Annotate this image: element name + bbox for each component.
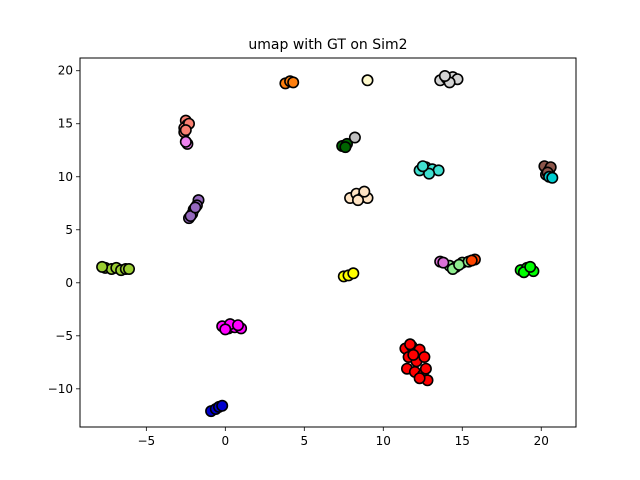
x-tick-label: 0	[222, 434, 230, 448]
cluster-0	[96, 260, 136, 277]
data-point	[413, 372, 426, 385]
data-point	[347, 267, 360, 280]
cluster-12	[399, 338, 434, 387]
data-point	[219, 323, 232, 336]
data-point	[232, 319, 245, 332]
data-point	[416, 160, 429, 173]
y-tick-label: 15	[58, 117, 73, 131]
data-point	[546, 171, 559, 184]
cluster-20	[543, 170, 559, 184]
data-point	[361, 74, 374, 87]
data-point	[419, 362, 432, 375]
data-point	[404, 338, 417, 351]
cluster-18	[514, 260, 540, 279]
cluster-2	[179, 135, 194, 150]
data-point	[407, 348, 420, 361]
data-point	[465, 254, 478, 267]
x-tick-label: 10	[376, 434, 391, 448]
data-point	[358, 185, 371, 198]
data-point	[287, 76, 300, 89]
data-point	[438, 70, 451, 83]
data-point	[216, 399, 229, 412]
cluster-11	[337, 267, 360, 283]
data-point	[189, 201, 202, 214]
x-tick-label: 20	[534, 434, 549, 448]
cluster-7	[361, 74, 374, 87]
data-point	[339, 141, 352, 154]
data-point	[437, 256, 450, 269]
data-point	[348, 131, 361, 144]
data-point	[418, 350, 431, 363]
data-point	[524, 260, 537, 273]
chart-title: umap with GT on Sim2	[248, 37, 407, 53]
cluster-1	[178, 114, 196, 139]
y-tick-label: −5	[55, 329, 73, 343]
y-tick-label: 20	[58, 64, 73, 78]
data-point	[351, 194, 364, 207]
cluster-13	[434, 70, 464, 89]
cluster-14	[413, 160, 445, 180]
data-point	[123, 262, 136, 275]
points-layer	[96, 70, 559, 418]
x-tick-label: 5	[300, 434, 308, 448]
data-point	[179, 135, 192, 148]
cluster-3	[183, 194, 205, 225]
y-axis: −10 −5 0 5 10 15 20	[48, 64, 80, 396]
y-tick-label: 5	[65, 223, 73, 237]
cluster-6	[279, 75, 300, 90]
data-point	[96, 260, 109, 273]
y-tick-label: 10	[58, 170, 73, 184]
data-point	[179, 124, 192, 137]
cluster-9	[348, 131, 361, 144]
y-tick-label: −10	[48, 382, 73, 396]
cluster-5	[205, 399, 229, 418]
y-tick-label: 0	[65, 276, 73, 290]
x-axis: −5 0 5 10 15 20	[137, 427, 549, 448]
data-point	[423, 167, 436, 180]
cluster-10	[344, 185, 374, 207]
axes-frame	[79, 57, 577, 428]
x-tick-label: −5	[137, 434, 155, 448]
cluster-8	[336, 137, 353, 154]
cluster-17	[434, 255, 450, 269]
cluster-4	[216, 318, 248, 336]
x-tick-label: 15	[455, 434, 470, 448]
cluster-16	[465, 253, 481, 267]
